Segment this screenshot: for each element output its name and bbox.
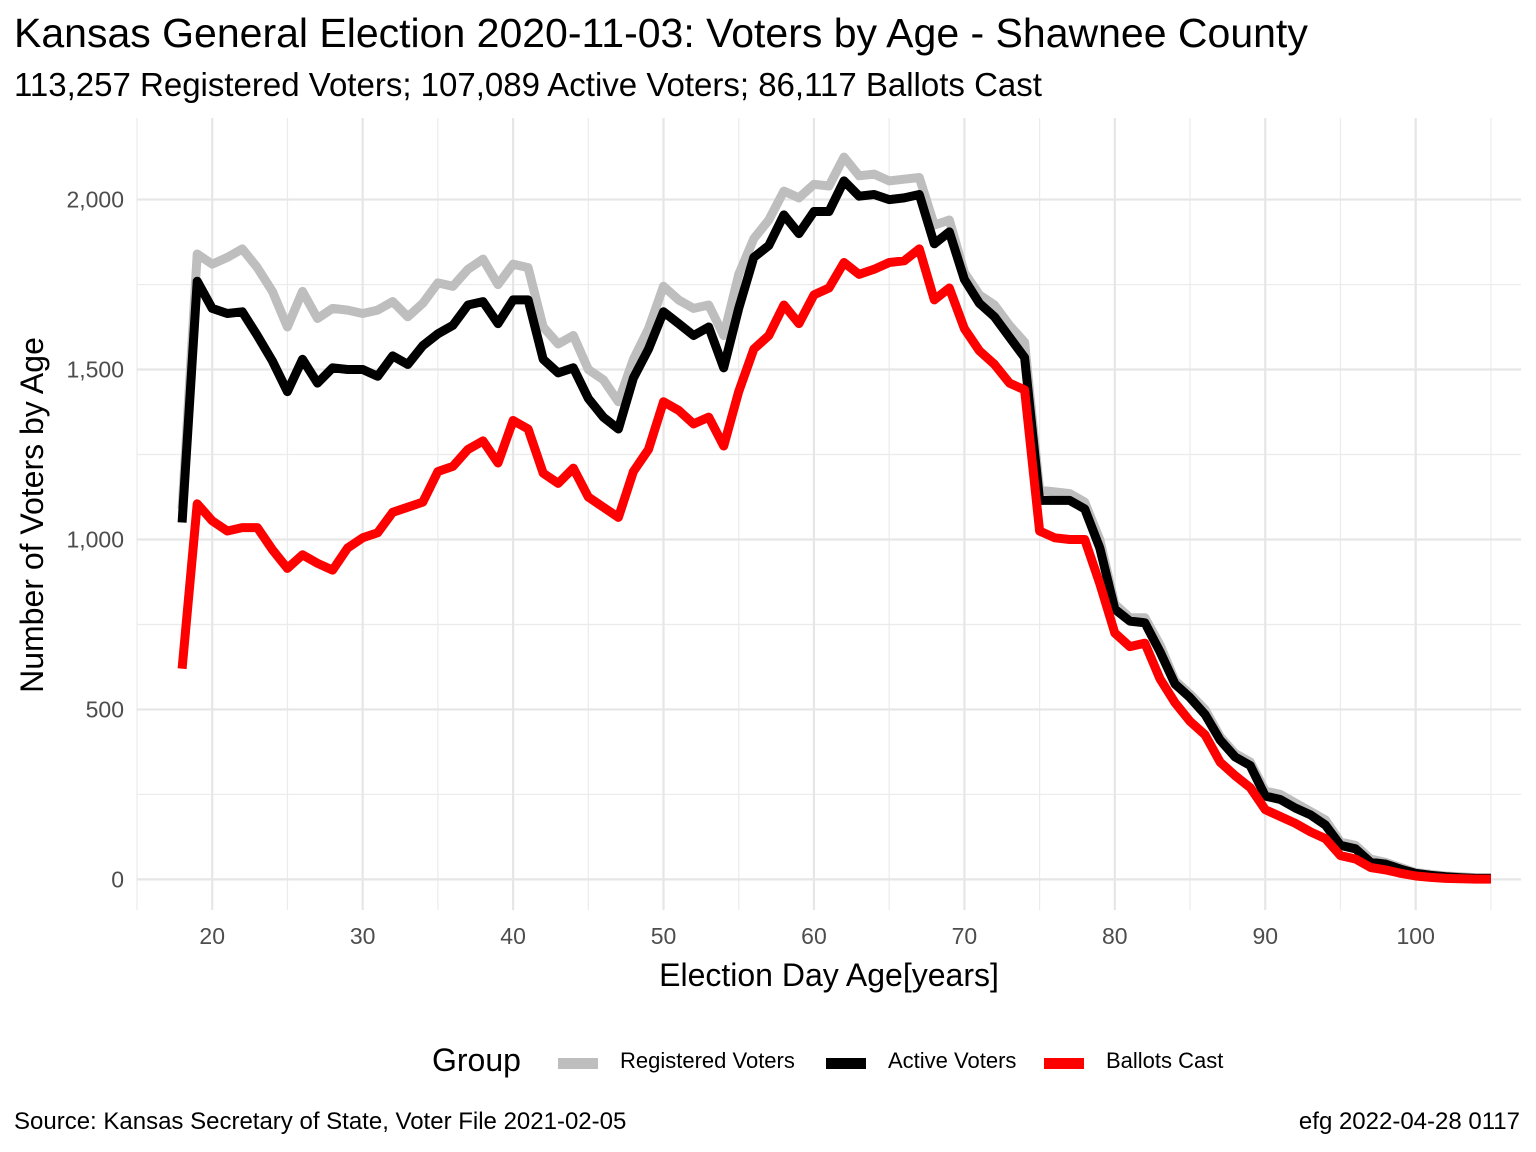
chart-subtitle: 113,257 Registered Voters; 107,089 Activ… xyxy=(14,66,1042,103)
y-tick-label: 1,500 xyxy=(66,357,124,383)
legend-key-registered xyxy=(558,1058,598,1069)
series-line-active-voters xyxy=(177,176,1491,883)
source-note: Source: Kansas Secretary of State, Voter… xyxy=(14,1108,627,1135)
x-tick-label: 30 xyxy=(350,923,376,949)
x-tick-label: 80 xyxy=(1102,923,1128,949)
legend-label-ballots: Ballots Cast xyxy=(1106,1048,1224,1073)
x-axis-ticks: 20 30 40 50 60 70 80 90 100 xyxy=(199,923,1434,949)
legend-title: Group xyxy=(432,1042,521,1078)
x-tick-label: 90 xyxy=(1252,923,1278,949)
series-line-registered-voters xyxy=(177,152,1491,883)
series-line-ballots-cast xyxy=(177,244,1491,884)
legend-label-registered: Registered Voters xyxy=(620,1048,795,1073)
legend-key-ballots xyxy=(1044,1058,1084,1069)
chart-title: Kansas General Election 2020-11-03: Vote… xyxy=(14,10,1308,56)
y-axis-ticks: 0 500 1,000 1,500 2,000 xyxy=(66,187,124,893)
x-tick-label: 60 xyxy=(801,923,827,949)
x-tick-label: 70 xyxy=(952,923,978,949)
x-tick-label: 40 xyxy=(500,923,526,949)
y-tick-label: 2,000 xyxy=(66,187,124,213)
y-tick-label: 500 xyxy=(86,696,124,722)
x-tick-label: 100 xyxy=(1397,923,1435,949)
legend-label-active: Active Voters xyxy=(888,1048,1017,1073)
x-tick-label: 20 xyxy=(199,923,225,949)
line-chart: 20 30 40 50 60 70 80 90 100 05001,0001,5002,000 … xyxy=(14,118,1521,993)
y-tick-label: 1,000 xyxy=(66,526,124,552)
grid-lines xyxy=(136,118,1521,910)
y-axis-title: Number of Voters by Age xyxy=(14,337,50,693)
credit-note: efg 2022-04-28 0117 xyxy=(1298,1108,1520,1135)
x-tick-label: 50 xyxy=(651,923,677,949)
y-tick-label: 0 xyxy=(111,866,124,892)
x-axis-title: Election Day Age[years] xyxy=(659,957,999,993)
legend: Group Registered Voters Active Voters Ba… xyxy=(0,1036,1536,1086)
legend-key-active xyxy=(826,1058,866,1069)
series-lines xyxy=(177,152,1491,884)
